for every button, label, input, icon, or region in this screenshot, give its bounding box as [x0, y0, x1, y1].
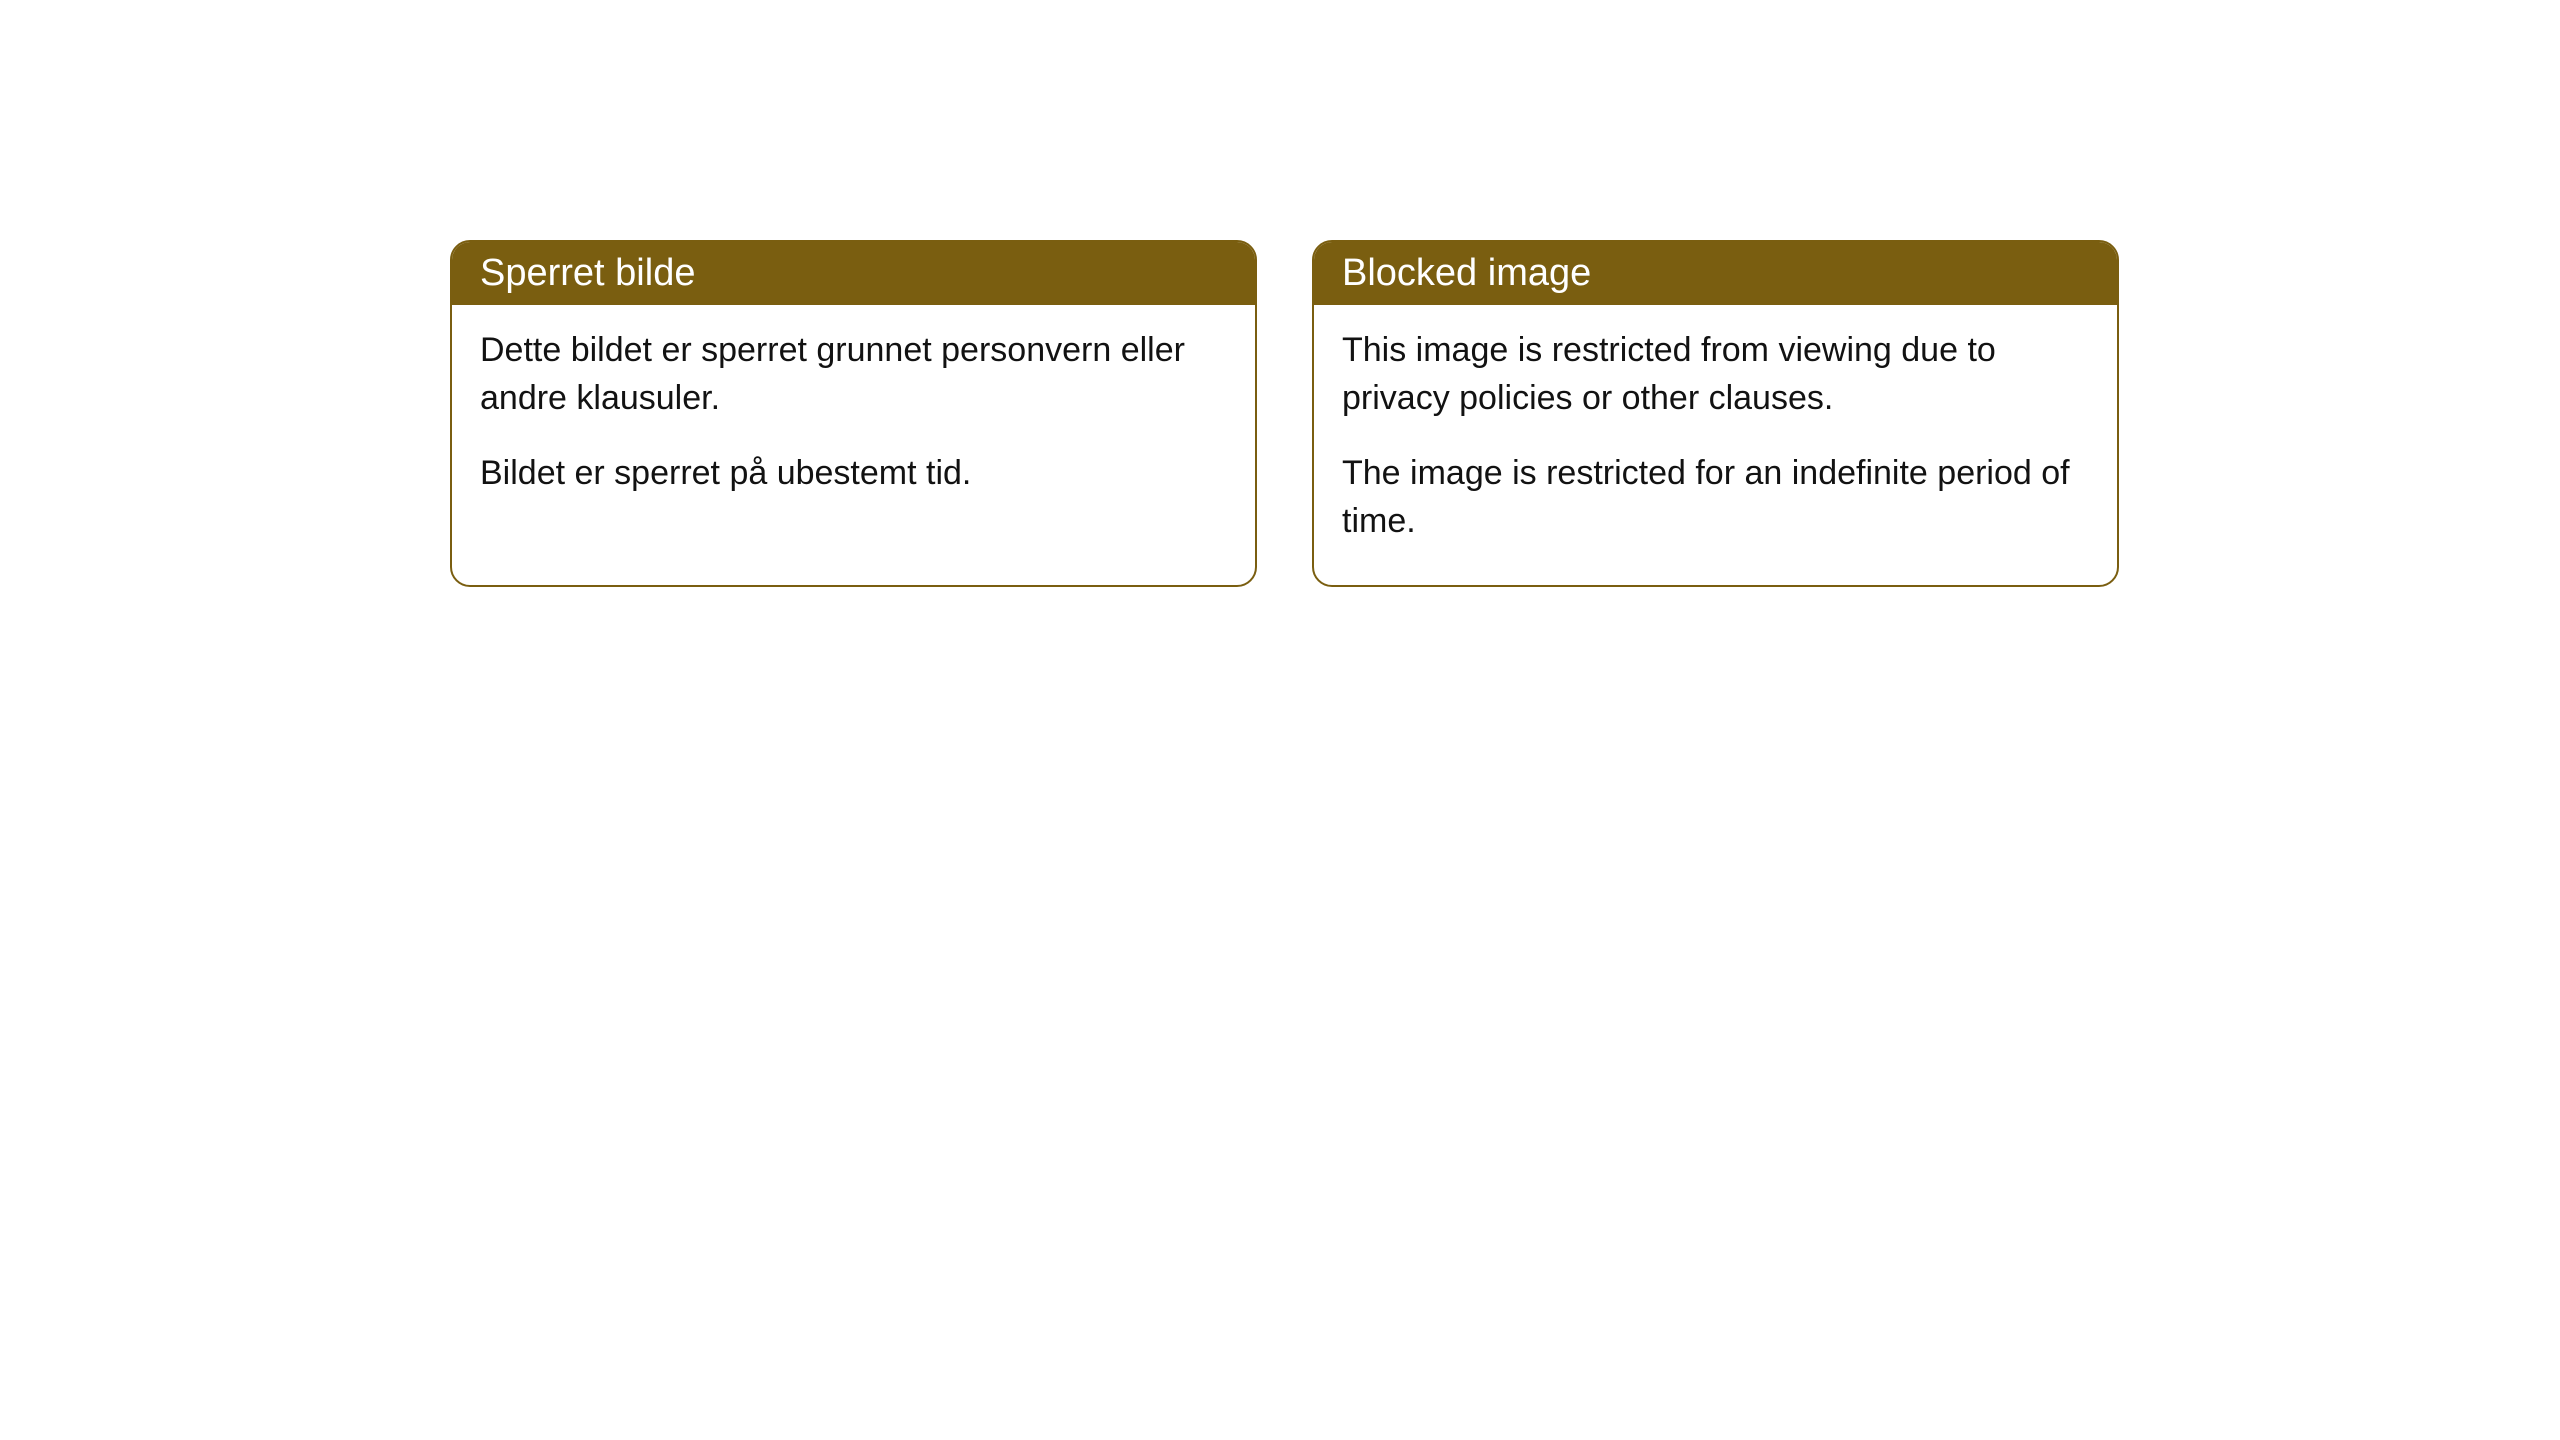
card-body: Dette bildet er sperret grunnet personve…: [452, 305, 1255, 538]
card-paragraph: Bildet er sperret på ubestemt tid.: [480, 450, 1227, 498]
card-body: This image is restricted from viewing du…: [1314, 305, 2117, 585]
notice-container: Sperret bilde Dette bildet er sperret gr…: [450, 240, 2119, 587]
card-title: Blocked image: [1342, 252, 1591, 294]
card-title: Sperret bilde: [480, 252, 695, 294]
card-paragraph: This image is restricted from viewing du…: [1342, 327, 2089, 422]
notice-card-en: Blocked image This image is restricted f…: [1312, 240, 2119, 587]
card-header: Blocked image: [1314, 242, 2117, 305]
notice-card-no: Sperret bilde Dette bildet er sperret gr…: [450, 240, 1257, 587]
card-paragraph: The image is restricted for an indefinit…: [1342, 450, 2089, 545]
card-paragraph: Dette bildet er sperret grunnet personve…: [480, 327, 1227, 422]
card-header: Sperret bilde: [452, 242, 1255, 305]
